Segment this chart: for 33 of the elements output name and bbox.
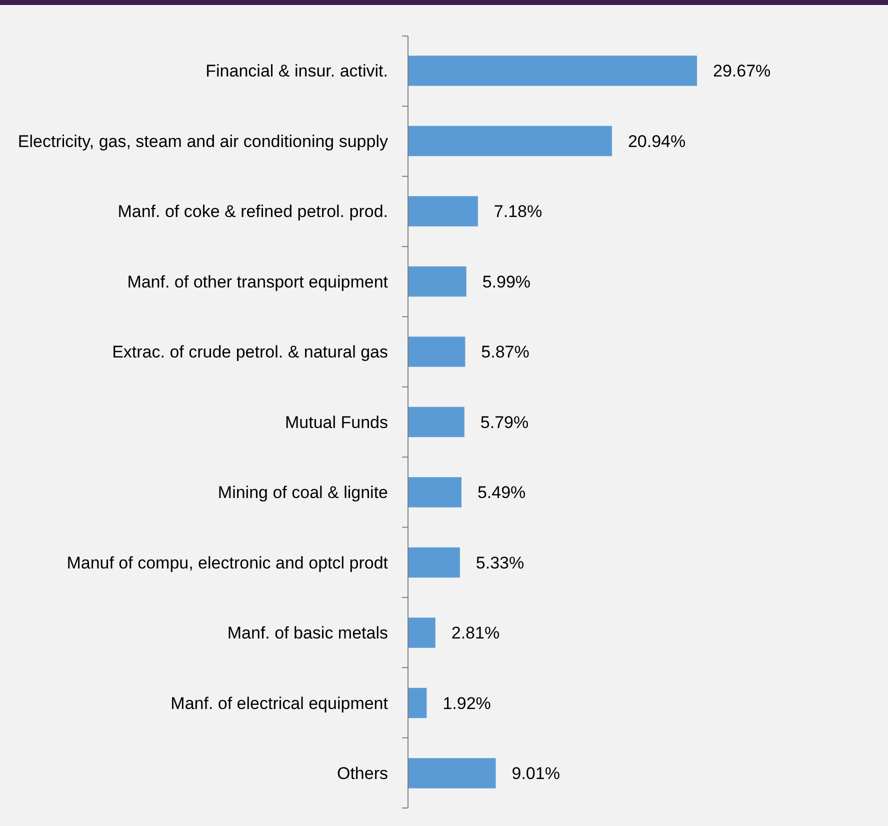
y-tick-label: Extrac. of crude petrol. & natural gas <box>112 342 388 362</box>
data-label: 5.33% <box>476 553 524 572</box>
data-label: 5.99% <box>482 272 531 292</box>
data-label: 7.18% <box>494 202 542 222</box>
y-tick-label: Electricity, gas, steam and air conditioning supply <box>18 132 388 151</box>
bar <box>408 126 612 156</box>
y-tick-label: Mining of coal & lignite <box>218 483 388 502</box>
bar <box>408 336 466 367</box>
data-label: 29.67% <box>713 62 771 81</box>
data-label: 5.49% <box>477 483 526 502</box>
data-label: 5.79% <box>480 412 529 432</box>
y-tick-label: Financial & insur. activit. <box>206 62 388 81</box>
bar <box>408 56 697 86</box>
y-tick-label: Mutual Funds <box>285 412 388 432</box>
y-tick-label: Others <box>336 764 388 784</box>
data-label: 5.87% <box>481 342 530 362</box>
data-label: 9.01% <box>512 764 560 784</box>
data-label: 1.92% <box>442 694 491 713</box>
data-label: 2.81% <box>451 624 500 643</box>
y-tick-label: Manuf of compu, electronic and optcl prodt <box>66 553 388 572</box>
bar <box>408 547 460 578</box>
bar <box>408 688 427 718</box>
y-tick-label: Manf. of coke & refined petrol. prod. <box>118 202 388 222</box>
bar <box>408 196 478 226</box>
bar <box>408 266 466 297</box>
bar <box>408 406 464 438</box>
bar <box>408 618 436 648</box>
y-tick-label: Manf. of electrical equipment <box>170 694 388 713</box>
bar <box>408 477 462 508</box>
bar <box>408 758 496 788</box>
data-label: 20.94% <box>628 132 686 151</box>
y-tick-label: Manf. of other transport equipment <box>127 272 388 292</box>
y-tick-label: Manf. of basic metals <box>227 624 388 643</box>
